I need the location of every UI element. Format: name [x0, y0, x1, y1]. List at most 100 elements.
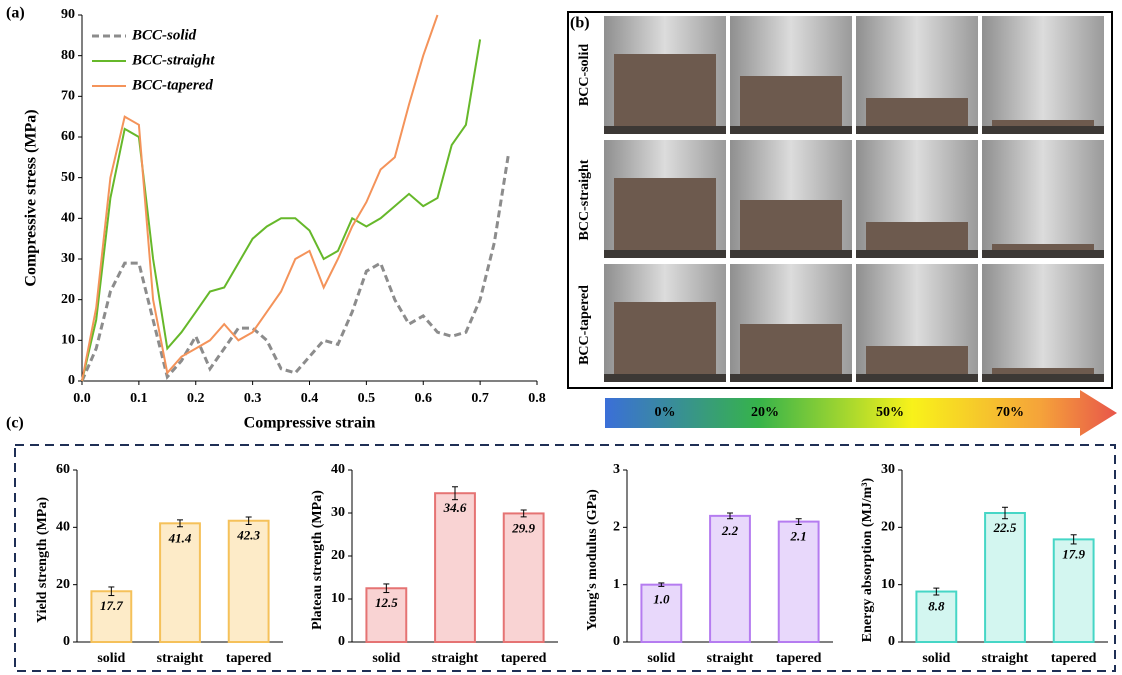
photo [982, 16, 1104, 134]
y-tick-label: 40 [56, 520, 70, 535]
strain-label: 0% [655, 405, 676, 420]
photo [982, 264, 1104, 382]
y-tick-label: 2 [613, 520, 620, 535]
row-label: BCC-straight [577, 159, 592, 240]
photo-base [982, 374, 1104, 382]
photo [982, 140, 1104, 258]
value-label: 2.2 [721, 523, 739, 538]
y-tick-label: 10 [881, 577, 895, 592]
y-axis-title: Energy absorption (MJ/m³) [860, 477, 875, 642]
y-tick-label: 40 [331, 462, 345, 477]
x-tick-label: solid [372, 651, 400, 666]
photo-base [982, 126, 1104, 134]
series-line [82, 153, 509, 381]
photo-base [730, 250, 852, 258]
row-label: BCC-tapered [577, 285, 592, 365]
photo-lattice [614, 302, 716, 382]
photo-lattice [614, 54, 716, 134]
series-line [82, 15, 438, 381]
y-tick-label: 3 [613, 462, 620, 477]
panel-label: (b) [570, 15, 590, 32]
bar [435, 493, 475, 642]
x-tick-label: straight [157, 651, 204, 666]
photo-lattice [740, 76, 842, 134]
x-tick-label: 0.5 [358, 391, 376, 406]
x-tick-label: 0.6 [415, 391, 433, 406]
figure: (a) (b) (c) BCC-solid BCC-straight BCC-t… [0, 0, 1122, 675]
x-tick-label: solid [922, 651, 950, 666]
value-label: 29.9 [511, 520, 535, 535]
x-tick-label: 0.2 [187, 391, 205, 406]
y-tick-label: 0 [63, 634, 70, 649]
value-label: 42.3 [236, 528, 260, 543]
value-label: 2.1 [790, 529, 807, 544]
x-tick-label: straight [982, 651, 1029, 666]
panel-label: (c) [6, 415, 24, 432]
x-tick-label: 0.4 [301, 391, 319, 406]
value-label: 34.6 [443, 500, 467, 515]
photo-base [604, 250, 726, 258]
photo-base [856, 126, 978, 134]
row-label: BCC-solid [577, 44, 592, 106]
photo-lattice [740, 324, 842, 382]
photo-base [730, 374, 852, 382]
x-tick-label: solid [97, 651, 125, 666]
y-tick-label: 10 [331, 591, 345, 606]
y-tick-label: 50 [61, 170, 75, 185]
photo-base [604, 126, 726, 134]
y-tick-label: 0 [613, 634, 620, 649]
photo-base [730, 126, 852, 134]
strain-arrow [605, 390, 1117, 436]
y-axis-title: Yield strength (MPa) [35, 497, 50, 623]
y-axis-title: Young's modulus (GPa) [585, 489, 600, 631]
y-tick-label: 10 [61, 333, 75, 348]
value-label: 22.5 [993, 520, 1017, 535]
value-label: 12.5 [375, 595, 398, 610]
y-tick-label: 30 [61, 251, 75, 266]
y-tick-label: 0 [338, 634, 345, 649]
y-tick-label: 90 [61, 7, 75, 22]
x-tick-label: tapered [776, 651, 822, 666]
y-tick-label: 60 [56, 462, 70, 477]
strain-label: 50% [876, 405, 904, 420]
photo-panel: BCC-solid BCC-straight BCC-tapered [568, 12, 1112, 388]
strain-label: 20% [751, 405, 779, 420]
x-tick-label: 0.1 [130, 391, 148, 406]
y-axis-title: Compressive stress (MPa) [23, 109, 40, 286]
x-tick-label: straight [707, 651, 754, 666]
y-tick-label: 30 [331, 505, 345, 520]
x-tick-label: 0.8 [528, 391, 546, 406]
y-axis-title: Plateau strength (MPa) [310, 490, 325, 630]
value-label: 17.9 [1062, 546, 1085, 561]
y-tick-label: 20 [881, 520, 895, 535]
photo-lattice [740, 200, 842, 258]
photo-base [856, 374, 978, 382]
legend-label: BCC-straight [131, 52, 215, 68]
x-tick-label: 0.7 [471, 391, 489, 406]
y-tick-label: 60 [61, 129, 75, 144]
y-tick-label: 40 [61, 211, 75, 226]
x-tick-label: tapered [226, 651, 272, 666]
x-axis-title: Compressive strain [244, 415, 376, 432]
y-tick-label: 0 [888, 634, 895, 649]
photo-base [604, 374, 726, 382]
photo-lattice [614, 178, 716, 258]
value-label: 41.4 [168, 530, 192, 545]
photo-base [856, 250, 978, 258]
y-tick-label: 20 [331, 548, 345, 563]
x-tick-label: tapered [1051, 651, 1097, 666]
x-tick-label: 0.3 [244, 391, 262, 406]
x-tick-label: 0.0 [73, 391, 91, 406]
value-label: 8.8 [928, 599, 945, 614]
x-tick-label: solid [647, 651, 675, 666]
legend-label: BCC-tapered [131, 77, 213, 93]
y-tick-label: 70 [61, 89, 75, 104]
y-tick-label: 0 [68, 373, 75, 388]
strain-label: 70% [996, 405, 1024, 420]
y-tick-label: 1 [613, 577, 620, 592]
value-label: 17.7 [100, 598, 123, 613]
panel-label: (a) [6, 5, 25, 22]
x-tick-label: straight [432, 651, 479, 666]
x-tick-label: tapered [501, 651, 547, 666]
y-tick-label: 80 [61, 48, 75, 63]
